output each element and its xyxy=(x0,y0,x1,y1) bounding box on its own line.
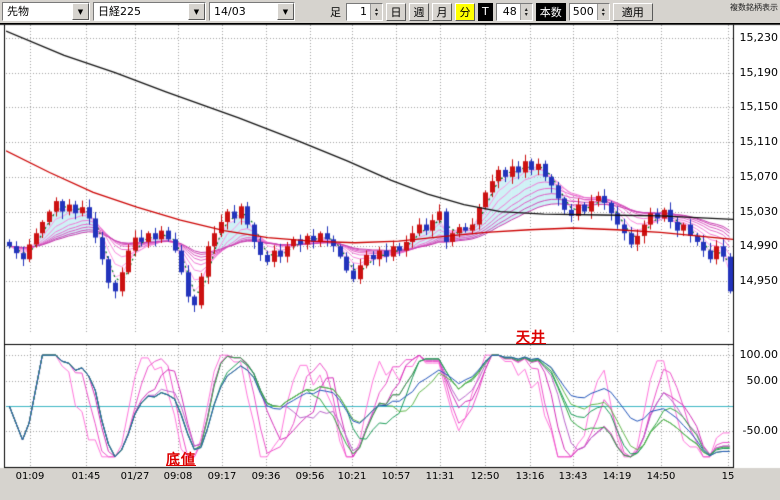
bar-type-label: 足 xyxy=(330,5,341,19)
period-month-button[interactable]: 月 xyxy=(432,2,452,21)
period-minute-button[interactable]: 分 xyxy=(455,2,475,21)
dropdown-arrow-icon[interactable]: ▼ xyxy=(72,3,89,20)
bar-interval-spinner[interactable]: 1 ▴ ▾ xyxy=(346,2,383,21)
window-corner-text: 複数銘柄表示 xyxy=(730,3,778,12)
instrument-type-select[interactable]: 先物 ▼ xyxy=(2,2,90,21)
toolbar: 先物 ▼ 日経225 ▼ 14/03 ▼ 足 1 ▴ ▾ 日 週 月 分 T 48… xyxy=(0,0,780,24)
spinner-arrows-icon[interactable]: ▴ ▾ xyxy=(370,3,382,20)
dropdown-arrow-icon[interactable]: ▼ xyxy=(188,3,205,20)
contract-month-select[interactable]: 14/03 ▼ xyxy=(209,2,295,21)
instrument-type-value: 先物 xyxy=(7,5,29,18)
spinner-arrows-icon[interactable]: ▴ ▾ xyxy=(596,3,609,20)
period-week-button[interactable]: 週 xyxy=(409,2,429,21)
period-day-button[interactable]: 日 xyxy=(386,2,406,21)
tick-mode-label: T xyxy=(478,2,493,21)
symbol-select[interactable]: 日経225 ▼ xyxy=(93,2,206,21)
bar-interval-value: 1 xyxy=(360,4,367,18)
contract-month-value: 14/03 xyxy=(214,5,246,18)
bottom-annotation: 底値 xyxy=(166,452,196,468)
symbol-value: 日経225 xyxy=(98,5,141,18)
bar-count-label: 本数 xyxy=(535,2,566,21)
bar-count-value: 500 xyxy=(572,4,594,18)
dropdown-arrow-icon[interactable]: ▼ xyxy=(277,3,294,20)
tick-interval-value: 48 xyxy=(502,4,517,18)
bar-count-spinner[interactable]: 500 ▴ ▾ xyxy=(568,2,610,21)
apply-button[interactable]: 適用 xyxy=(612,2,653,21)
tick-interval-spinner[interactable]: 48 ▴ ▾ xyxy=(495,2,533,21)
spinner-arrows-icon[interactable]: ▴ ▾ xyxy=(519,3,532,20)
ceiling-annotation: 天井 xyxy=(516,330,546,346)
